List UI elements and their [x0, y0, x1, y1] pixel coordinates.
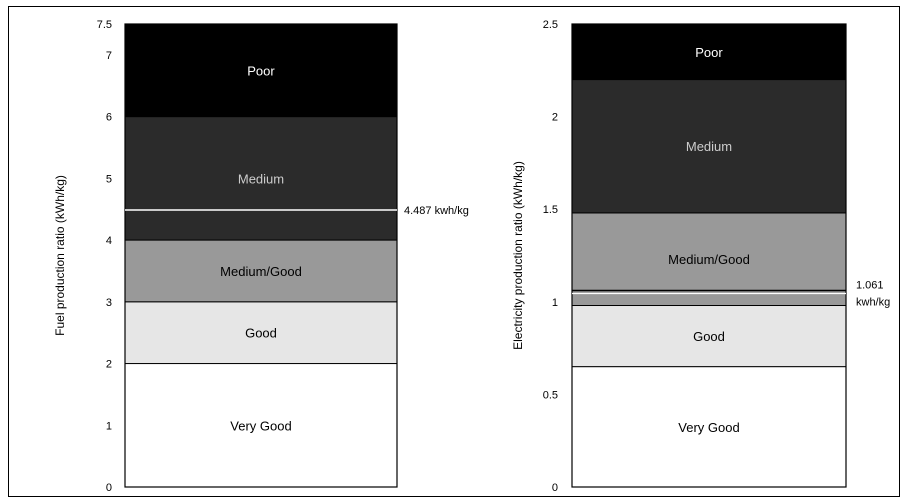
chart1-ytick-1: 1 [106, 420, 112, 432]
chart1-ylabel: Fuel production ratio (kWh/kg) [53, 175, 67, 336]
chart1-ytick-2: 2 [106, 359, 112, 371]
chart2-band-label-2: Medium/Good [668, 252, 750, 267]
chart1-ytick-0: 0 [106, 482, 112, 494]
chart2-ytick-1: 0.5 [543, 389, 558, 401]
chart1-band-label-0: Very Good [230, 418, 291, 433]
chart2-band-4 [571, 23, 847, 81]
chart1-band-label-1: Good [245, 326, 277, 341]
chart1-ytick-6: 6 [106, 112, 112, 124]
chart2-band-label-0: Very Good [678, 420, 739, 435]
chart2-ytick-5: 2.5 [543, 19, 558, 31]
chart2-ytick-2: 1 [552, 297, 558, 309]
chart1-ytick-8: 7.5 [97, 19, 112, 31]
chart2-band-label-3: Medium [686, 139, 732, 154]
chart1-band-label-2: Medium/Good [220, 264, 302, 279]
chart-border [8, 6, 900, 497]
chart1-band-label-3: Medium [238, 171, 284, 186]
chart2-marker-label-line-1: kwh/kg [856, 297, 890, 309]
chart1-band-1 [124, 301, 398, 365]
chart1-marker-label: 4.487 kwh/kg [404, 205, 469, 217]
chart1-ytick-7: 7 [106, 50, 112, 62]
chart2-band-label-1: Good [693, 329, 725, 344]
chart2-ytick-0: 0 [552, 482, 558, 494]
chart2-band-label-4: Poor [695, 45, 723, 60]
chart2-ytick-3: 1.5 [543, 204, 558, 216]
chart1-band-label-4: Poor [247, 63, 275, 78]
chart1-ytick-3: 3 [106, 297, 112, 309]
chart2-ylabel: Electricity production ratio (kWh/kg) [511, 161, 525, 350]
chart1-bar-outline [124, 23, 398, 488]
chart2-band-3 [571, 79, 847, 214]
chart2-bar-outline [571, 23, 847, 488]
chart1-ytick-5: 5 [106, 173, 112, 185]
chart2-marker-label-line-0: 1.061 [856, 280, 884, 292]
chart1-band-4 [124, 23, 398, 118]
chart2-ytick-4: 2 [552, 112, 558, 124]
chart1-ytick-4: 4 [106, 235, 112, 247]
